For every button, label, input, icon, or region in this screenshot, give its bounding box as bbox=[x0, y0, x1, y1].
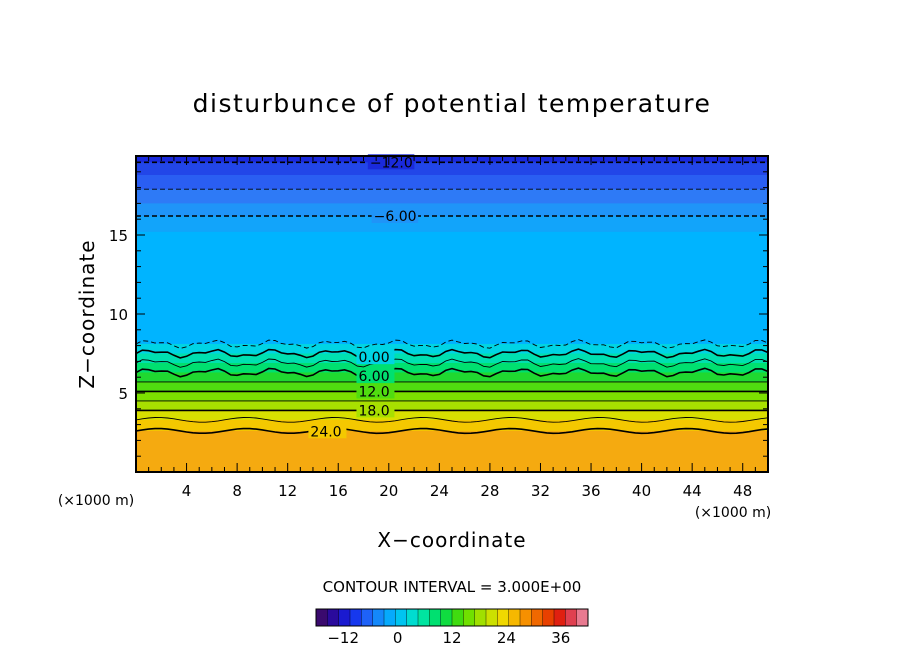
colorbar-swatch bbox=[565, 609, 578, 626]
colorbar-swatch bbox=[520, 609, 532, 626]
colorbar-swatch bbox=[429, 609, 442, 626]
colorbar-swatch bbox=[554, 609, 566, 626]
fill-bands bbox=[136, 156, 768, 472]
colorbar-swatch bbox=[350, 609, 362, 626]
contour-label-bg bbox=[371, 208, 419, 224]
contour-label-bg bbox=[367, 154, 415, 170]
colorbar-swatch bbox=[440, 609, 453, 626]
x-tick-label: 40 bbox=[632, 482, 651, 500]
contour-label-bg bbox=[356, 349, 395, 365]
fill-band bbox=[136, 353, 768, 364]
colorbar-swatch bbox=[452, 609, 464, 626]
contour-line bbox=[136, 367, 768, 378]
colorbar-frame bbox=[315, 608, 589, 627]
colorbar-swatch bbox=[463, 609, 476, 626]
contour-label-bg bbox=[356, 368, 395, 384]
colorbar-swatch bbox=[418, 609, 430, 626]
colorbar: −12 0 12 24 36 bbox=[315, 608, 589, 647]
colorbar-swatch bbox=[576, 609, 589, 626]
contour-label: 24.0 bbox=[310, 424, 341, 440]
fill-band bbox=[136, 231, 768, 345]
colorbar-swatch bbox=[361, 609, 374, 626]
colorbar-tick-label: 36 bbox=[551, 629, 570, 647]
y-axis-label: Z−coordinate bbox=[75, 239, 99, 388]
fill-band bbox=[136, 430, 768, 472]
colorbar-swatch bbox=[406, 609, 419, 626]
contour-label: −12.0 bbox=[370, 155, 413, 171]
x-tick-label: 20 bbox=[379, 482, 398, 500]
colorbar-swatch bbox=[327, 609, 340, 626]
contour-label: 12.0 bbox=[358, 384, 389, 400]
colorbar-tick-label: 0 bbox=[393, 629, 403, 647]
contour-label: 18.0 bbox=[358, 403, 389, 419]
contour-label: 6.00 bbox=[358, 369, 389, 385]
x-tick-label: 36 bbox=[581, 482, 600, 500]
y-axis-ticks: 5 10 15 bbox=[109, 171, 768, 457]
colorbar-swatch bbox=[497, 609, 510, 626]
x-unit-left: (×1000 m) bbox=[58, 493, 134, 509]
fill-band bbox=[136, 400, 768, 411]
colorbar-swatch bbox=[338, 609, 351, 626]
x-tick-label: 24 bbox=[430, 482, 449, 500]
x-tick-label: 32 bbox=[531, 482, 550, 500]
colorbar-swatch bbox=[316, 609, 328, 626]
fill-band bbox=[136, 419, 768, 432]
colorbar-tick-label: 12 bbox=[442, 629, 461, 647]
fill-band bbox=[136, 372, 768, 383]
chart-title: disturbunce of potential temperature bbox=[193, 89, 712, 118]
colorbar-swatch bbox=[531, 609, 544, 626]
contour-line bbox=[136, 427, 768, 435]
x-tick-label: 8 bbox=[232, 482, 242, 500]
y-tick-label: 10 bbox=[109, 306, 128, 324]
x-unit-right: (×1000 m) bbox=[695, 505, 771, 521]
colorbar-swatch bbox=[486, 609, 498, 626]
colorbar-swatch bbox=[474, 609, 487, 626]
colorbar-swatch bbox=[372, 609, 385, 626]
contour-line bbox=[136, 339, 768, 349]
colorbar-tick-label: 24 bbox=[497, 629, 516, 647]
contour-line bbox=[136, 358, 768, 368]
contour-label-bg bbox=[308, 423, 347, 439]
contour-line bbox=[136, 417, 768, 423]
fill-band bbox=[136, 174, 768, 190]
x-axis-ticks: 4 8 12 16 20 24 28 32 36 40 44 48 bbox=[148, 156, 756, 500]
fill-band bbox=[136, 410, 768, 421]
x-tick-label: 44 bbox=[683, 482, 702, 500]
contour-line bbox=[136, 348, 768, 359]
contour-label: 0.00 bbox=[358, 350, 389, 366]
fill-band bbox=[136, 189, 768, 204]
colorbar-swatch bbox=[508, 609, 521, 626]
y-tick-label: 5 bbox=[118, 385, 128, 403]
fill-band bbox=[136, 203, 768, 217]
contour-label-bg bbox=[356, 402, 395, 418]
colorbar-tick-label: −12 bbox=[327, 629, 359, 647]
colorbar-swatch bbox=[542, 609, 555, 626]
x-axis-label: X−coordinate bbox=[377, 528, 526, 552]
x-tick-label: 48 bbox=[733, 482, 752, 500]
contour-lines bbox=[136, 161, 768, 435]
contour-interval-text: CONTOUR INTERVAL = 3.000E+00 bbox=[323, 578, 582, 596]
colorbar-swatch bbox=[384, 609, 396, 626]
x-tick-label: 16 bbox=[329, 482, 348, 500]
contour-label: −6.00 bbox=[374, 209, 417, 225]
fill-band bbox=[136, 391, 768, 402]
fill-band bbox=[136, 216, 768, 233]
x-tick-label: 4 bbox=[182, 482, 192, 500]
x-tick-label: 12 bbox=[278, 482, 297, 500]
x-tick-label: 28 bbox=[480, 482, 499, 500]
y-tick-label: 15 bbox=[109, 227, 128, 245]
colorbar-swatch bbox=[395, 609, 408, 626]
fill-band bbox=[136, 381, 768, 393]
fill-band bbox=[136, 162, 768, 176]
contour-label-bg bbox=[356, 383, 395, 399]
